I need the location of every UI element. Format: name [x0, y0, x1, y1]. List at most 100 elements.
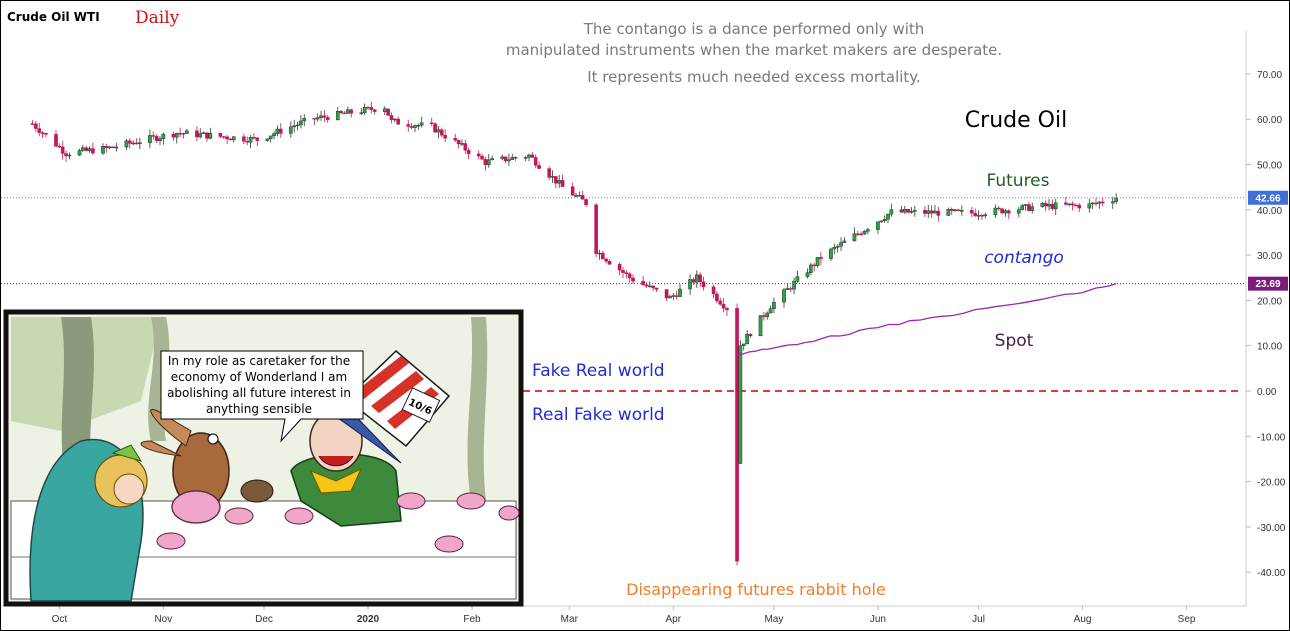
candle-body: [624, 272, 629, 274]
candle-body: [413, 125, 417, 128]
spot-price-value: 23.69: [1255, 279, 1280, 290]
candle-body: [87, 148, 92, 151]
candle-body: [809, 264, 813, 273]
y-tick-label: 20.00: [1257, 296, 1282, 307]
candle-body: [691, 279, 696, 283]
quote-line-2: manipulated instruments when the market …: [506, 41, 1002, 59]
candle-body: [463, 143, 468, 151]
candle-body: [956, 209, 961, 211]
candle-body: [507, 159, 511, 162]
candle-body: [483, 159, 488, 166]
candle-body: [510, 157, 515, 160]
candle-body: [54, 134, 58, 147]
candle-body: [154, 136, 159, 141]
candle-body: [725, 308, 729, 311]
candle-body: [228, 138, 233, 141]
candle-body: [815, 257, 820, 266]
candle-body: [292, 125, 296, 128]
candle-body: [500, 156, 504, 159]
candle-body: [322, 115, 327, 118]
candle-body: [960, 210, 964, 212]
candle-body: [359, 112, 364, 114]
chart-title-annotation: Crude Oil: [965, 108, 1067, 133]
candle-body: [178, 133, 182, 135]
candle-body: [973, 212, 978, 217]
y-tick-label: 30.00: [1257, 251, 1282, 262]
candle-body: [698, 274, 702, 282]
candle-body: [1003, 210, 1008, 214]
candle-body: [929, 210, 934, 214]
candle-body: [1017, 209, 1021, 214]
x-tick-label: 2020: [357, 614, 380, 625]
candle-body: [580, 195, 585, 200]
y-tick-label: 10.00: [1257, 342, 1282, 353]
candle-body: [396, 118, 400, 125]
futures-candles: [30, 101, 1118, 566]
y-axis-ticks: 70.00 60.00 50.00 40.00 30.00 20.00 10.00 0.00 -…: [1246, 70, 1286, 579]
candle-body: [295, 124, 300, 127]
candle-body: [1067, 203, 1071, 206]
candle-body: [570, 186, 575, 196]
candle-body: [440, 129, 444, 136]
futures-price-value: 42.66: [1255, 193, 1280, 204]
candle-body: [980, 215, 984, 217]
candle-body: [319, 115, 323, 118]
y-tick-label: -20.00: [1257, 478, 1286, 489]
candle-body: [694, 274, 699, 283]
candle-body: [111, 146, 115, 148]
candle-body: [151, 135, 156, 137]
candle-body: [832, 247, 837, 250]
candle-body: [315, 117, 320, 120]
candle-body: [185, 130, 189, 134]
candle-body: [537, 165, 541, 169]
candle-body: [856, 233, 860, 235]
candle-body: [1074, 204, 1078, 207]
candle-body: [1050, 203, 1055, 210]
y-tick-label: -30.00: [1257, 523, 1286, 534]
candle-body: [607, 261, 612, 265]
candle-body: [906, 209, 910, 213]
mad-hatter-cartoon: 10/6 In my role as caretaker for the eco…: [3, 309, 524, 607]
candle-body: [1097, 201, 1102, 204]
candle-body: [255, 137, 260, 141]
candle-body: [866, 229, 870, 232]
candle-body: [926, 210, 931, 214]
futures-price-badge: 42.66: [1248, 190, 1288, 205]
candle-body: [372, 109, 377, 112]
candle-body: [104, 146, 109, 149]
candle-body: [299, 120, 303, 126]
y-tick-label: 0.00: [1257, 387, 1277, 398]
candle-body: [131, 142, 135, 145]
candle-body: [1000, 208, 1004, 214]
candle-body: [594, 204, 598, 254]
x-tick-label: Apr: [666, 614, 682, 625]
candle-body: [651, 285, 655, 289]
candle-body: [336, 110, 340, 120]
candle-body: [148, 135, 152, 143]
candle-body: [758, 315, 763, 337]
candle-body: [171, 133, 176, 138]
candle-body: [252, 137, 256, 139]
candle-body: [678, 288, 682, 297]
candle-body: [644, 284, 649, 287]
candle-body: [409, 126, 414, 128]
x-tick-label: Feb: [463, 614, 481, 625]
candle-body: [902, 209, 907, 213]
candle-body: [533, 157, 538, 166]
candle-body: [84, 147, 88, 151]
bubble-line-3: abolishing all future interest in: [167, 386, 351, 400]
candle-body: [158, 138, 162, 141]
candle-body: [550, 176, 555, 178]
candle-body: [621, 270, 625, 273]
x-tick-label: Jun: [870, 614, 886, 625]
candle-body: [456, 140, 461, 145]
x-tick-label: Mar: [561, 614, 579, 625]
candle-body: [631, 277, 635, 282]
candle-body: [768, 308, 773, 314]
candle-body: [993, 207, 998, 215]
candle-body: [909, 211, 914, 213]
candle-body: [923, 210, 927, 214]
candle-body: [765, 312, 770, 317]
candle-body: [859, 233, 863, 236]
